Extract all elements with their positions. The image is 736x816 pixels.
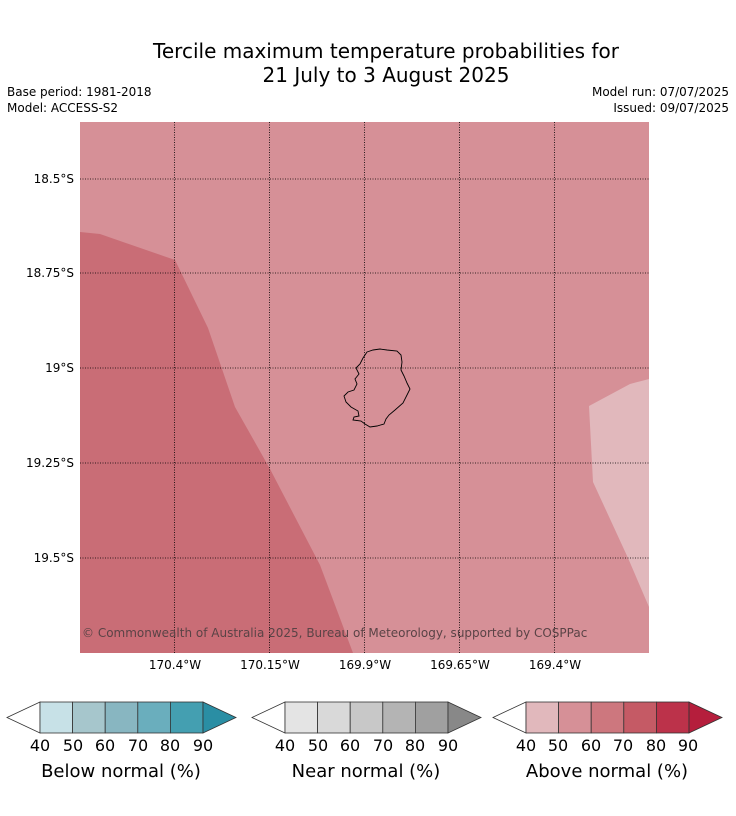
colorbar-above-tick: 70 — [612, 736, 634, 755]
map-panel — [80, 122, 649, 653]
model-name: Model: ACCESS-S2 — [7, 101, 119, 115]
colorbar-above-tick: 90 — [677, 736, 699, 755]
colorbar-near-tick: 40 — [274, 736, 296, 755]
colorbar-near-cell — [349, 701, 384, 734]
lon-label-169-65: 169.65°W — [430, 658, 490, 672]
colorbar-near-upper-extend — [447, 701, 482, 734]
title-line-1: Tercile maximum temperature probabilitie… — [153, 39, 619, 63]
colorbar-near-cell — [317, 701, 351, 734]
lon-label-169-4: 169.4°W — [528, 658, 582, 672]
colorbar-above-tick: 50 — [547, 736, 569, 755]
colorbar-below-cell — [39, 701, 73, 734]
colorbar-below — [6, 701, 237, 734]
lat-label-19-5: 19.5°S — [33, 551, 74, 565]
lat-label-18-5: 18.5°S — [33, 172, 74, 186]
lat-label-19-25: 19.25°S — [26, 456, 74, 470]
niue-island-coastline — [343, 348, 411, 428]
model-run: Model run: 07/07/2025 — [591, 85, 729, 99]
lon-label-170-15: 170.15°W — [240, 658, 300, 672]
region-above-60-70 — [80, 232, 353, 653]
colorbar-above-lower-extend — [492, 701, 527, 734]
colorbar-below-cell — [104, 701, 139, 734]
colorbar-near-cell — [414, 701, 449, 734]
lon-label-170-4: 170.4°W — [148, 658, 202, 672]
lat-label-19: 19°S — [45, 361, 74, 375]
colorbar-above-tick: 40 — [515, 736, 537, 755]
map-title: Tercile maximum temperature probabilitie… — [0, 39, 736, 87]
colorbar-near-cell — [284, 701, 318, 734]
colorbar-below-label: Below normal (%) — [41, 761, 201, 782]
colorbar-below-tick: 50 — [62, 736, 84, 755]
region-above-40-50 — [589, 379, 649, 607]
colorbar-below-lower-extend — [6, 701, 41, 734]
colorbar-above-tick: 60 — [580, 736, 602, 755]
colorbar-above — [492, 701, 723, 734]
colorbar-above-cell — [623, 701, 657, 734]
colorbar-above-upper-extend — [688, 701, 723, 734]
gridlines — [80, 122, 649, 653]
colorbar-below-tick: 40 — [29, 736, 51, 755]
colorbar-above-cell — [655, 701, 690, 734]
colorbar-near-tick: 80 — [404, 736, 426, 755]
colorbar-below-cell — [72, 701, 106, 734]
colorbar-near-lower-extend — [251, 701, 286, 734]
colorbar-near-tick: 50 — [307, 736, 329, 755]
metadata-right: Model run: 07/07/2025 Issued: 09/07/2025 — [592, 84, 729, 116]
colorbar-near-tick: 70 — [372, 736, 394, 755]
colorbar-below-tick: 90 — [192, 736, 214, 755]
colorbar-above-cell — [590, 701, 625, 734]
colorbar-near-tick: 60 — [339, 736, 361, 755]
colorbar-below-upper-extend — [202, 701, 237, 734]
lon-label-169-9: 169.9°W — [338, 658, 392, 672]
base-period: Base period: 1981-2018 — [7, 85, 152, 99]
colorbar-below-tick: 80 — [159, 736, 181, 755]
colorbar-below-cell — [137, 701, 171, 734]
colorbar-near-label: Near normal (%) — [291, 761, 441, 782]
title-line-2: 21 July to 3 August 2025 — [262, 63, 510, 87]
colorbar-above-label: Above normal (%) — [525, 761, 689, 782]
colorbar-near-tick: 90 — [437, 736, 459, 755]
metadata-left: Base period: 1981-2018 Model: ACCESS-S2 — [7, 84, 152, 116]
colorbar-below-tick: 70 — [127, 736, 149, 755]
colorbar-near-cell — [382, 701, 416, 734]
issued-date: Issued: 09/07/2025 — [613, 101, 729, 115]
colorbar-above-tick: 80 — [645, 736, 667, 755]
colorbar-below-cell — [169, 701, 204, 734]
colorbar-above-cell — [525, 701, 559, 734]
colorbar-above-cell — [558, 701, 592, 734]
lat-label-18-75: 18.75°S — [26, 266, 74, 280]
copyright-notice: © Commonwealth of Australia 2025, Bureau… — [82, 626, 588, 640]
colorbar-below-tick: 60 — [94, 736, 116, 755]
colorbar-near — [251, 701, 482, 734]
